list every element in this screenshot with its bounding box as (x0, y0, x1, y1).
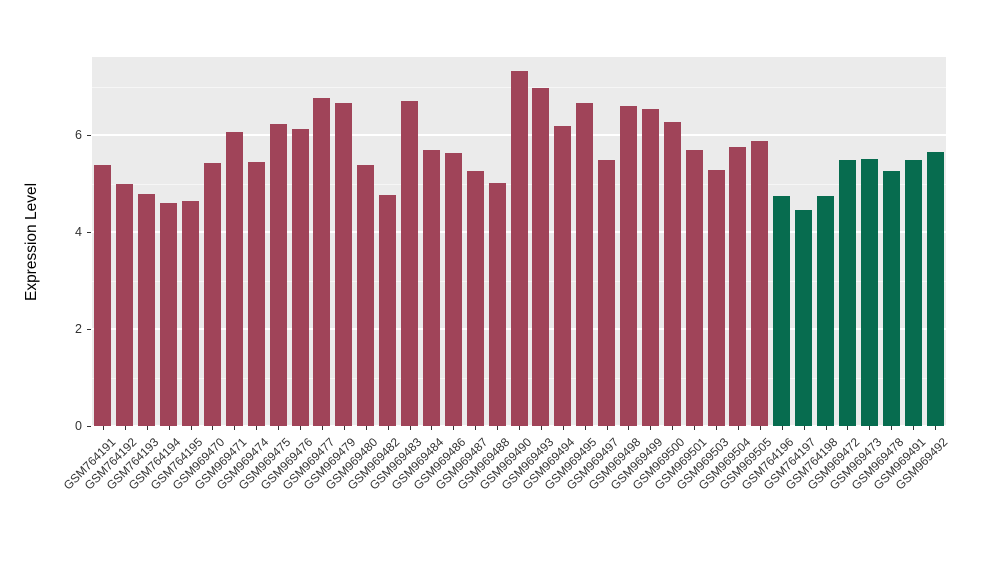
x-tick-mark-GSM969470 (212, 426, 214, 430)
bar-GSM969477 (313, 98, 331, 426)
y-tick-mark-6 (87, 135, 91, 137)
bar-GSM969501 (685, 149, 703, 426)
bar-GSM969495 (576, 103, 594, 426)
x-tick-mark-GSM969472 (847, 426, 849, 430)
bar-GSM969494 (554, 126, 572, 426)
bar-GSM969474 (247, 161, 265, 426)
bar-GSM969472 (838, 159, 856, 426)
x-tick-mark-GSM969500 (672, 426, 674, 430)
x-tick-mark-GSM969501 (694, 426, 696, 430)
bar-GSM969473 (860, 158, 878, 426)
bar-GSM969499 (641, 109, 659, 426)
x-tick-mark-GSM764196 (781, 426, 783, 430)
x-tick-mark-GSM969490 (519, 426, 520, 430)
x-tick-mark-GSM764193 (146, 426, 148, 430)
bar-GSM969471 (225, 131, 243, 426)
x-tick-mark-GSM969473 (869, 426, 871, 430)
bar-GSM969491 (904, 159, 922, 426)
y-tick-mark-2 (87, 329, 91, 331)
y-tick-label-4: 4 (75, 225, 82, 240)
x-tick-mark-GSM969494 (562, 426, 564, 430)
x-tick-mark-GSM969498 (628, 426, 630, 430)
x-tick-mark-GSM969484 (431, 426, 433, 430)
plot-panel (92, 57, 946, 427)
bar-GSM969470 (203, 162, 221, 426)
bar-GSM969500 (663, 122, 681, 426)
bar-GSM764191 (94, 164, 112, 426)
bar-GSM969498 (619, 106, 637, 426)
y-axis-title: Expression Level (23, 182, 40, 301)
bar-GSM969504 (729, 146, 747, 426)
bar-GSM969493 (532, 88, 550, 426)
x-tick-mark-GSM764198 (825, 426, 827, 430)
bar-GSM764195 (182, 200, 200, 426)
x-tick-mark-GSM969491 (913, 426, 915, 430)
bar-GSM969492 (926, 152, 944, 426)
x-tick-mark-GSM764194 (168, 426, 170, 430)
y-tick-label-2: 2 (75, 322, 82, 337)
y-tick-mark-4 (87, 232, 91, 234)
x-tick-mark-GSM969477 (321, 426, 323, 430)
bar-GSM969486 (444, 153, 462, 426)
bar-GSM969479 (335, 103, 353, 426)
bar-GSM969497 (598, 159, 616, 426)
bar-GSM969487 (466, 170, 484, 426)
x-tick-mark-GSM969478 (891, 426, 893, 430)
x-tick-mark-GSM969495 (584, 426, 586, 430)
y-tick-label-0: 0 (75, 419, 82, 433)
x-tick-mark-GSM969487 (475, 426, 477, 430)
x-tick-mark-GSM969474 (256, 426, 258, 430)
x-tick-mark-GSM764191 (102, 426, 104, 430)
bar-GSM764198 (817, 195, 835, 426)
bar-GSM969505 (751, 141, 769, 426)
bar-GSM969483 (401, 101, 418, 426)
x-tick-mark-GSM969499 (650, 426, 652, 430)
bar-GSM764194 (160, 203, 178, 426)
x-tick-mark-GSM969479 (343, 426, 345, 430)
x-tick-mark-GSM969488 (497, 426, 499, 430)
x-tick-mark-GSM969483 (409, 426, 411, 430)
x-tick-mark-GSM969492 (935, 426, 937, 430)
x-tick-mark-GSM764192 (124, 426, 126, 430)
bar-GSM969478 (882, 170, 900, 426)
x-tick-mark-GSM969475 (278, 426, 280, 430)
x-tick-mark-GSM969480 (365, 426, 367, 430)
bar-GSM764193 (138, 193, 156, 426)
bar-GSM969475 (269, 124, 287, 426)
bar-GSM764196 (773, 195, 791, 426)
bar-GSM969480 (357, 165, 375, 426)
y-tick-mark-0 (87, 426, 91, 427)
bar-GSM969503 (707, 169, 725, 426)
x-tick-mark-GSM969471 (234, 426, 236, 430)
x-tick-mark-GSM969497 (606, 426, 608, 430)
x-tick-mark-GSM764195 (190, 426, 192, 430)
bar-GSM969482 (379, 195, 397, 426)
x-tick-mark-GSM969503 (716, 426, 718, 430)
x-tick-mark-GSM969504 (737, 426, 739, 430)
y-tick-label-6: 6 (75, 128, 82, 143)
bar-GSM969476 (291, 129, 309, 426)
x-tick-mark-GSM969486 (453, 426, 455, 430)
x-tick-mark-GSM969482 (387, 426, 389, 430)
x-tick-mark-GSM969493 (540, 426, 542, 430)
bar-GSM764197 (795, 210, 813, 426)
bar-GSM969488 (488, 182, 506, 426)
bar-GSM969490 (510, 71, 528, 426)
bar-GSM764192 (116, 183, 134, 426)
x-tick-mark-GSM764197 (803, 426, 805, 430)
x-tick-mark-GSM969476 (300, 426, 302, 430)
bar-GSM969484 (422, 150, 440, 426)
x-tick-mark-GSM969505 (759, 426, 761, 430)
